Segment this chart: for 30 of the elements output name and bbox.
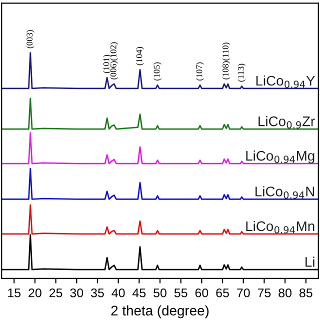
series-label: LiCo$_{0.94}$N bbox=[256, 186, 314, 199]
x-tick-label: 40 bbox=[112, 288, 125, 298]
x-tick-label: 65 bbox=[216, 288, 229, 298]
x-tick-label: 25 bbox=[49, 288, 62, 298]
annotation: (003) bbox=[26, 30, 34, 48]
annotation: (108)(110) bbox=[222, 42, 230, 80]
annotation: (113) bbox=[238, 64, 246, 82]
x-tick-label: 70 bbox=[237, 288, 250, 298]
x-tick-label: 30 bbox=[70, 288, 84, 298]
x-tick-label: 80 bbox=[278, 288, 292, 298]
x-axis-title: 2 theta (degree) bbox=[111, 305, 209, 318]
annotation: (105) bbox=[154, 62, 162, 81]
x-tick-label: 45 bbox=[132, 288, 146, 298]
annotation: (104) bbox=[136, 47, 144, 66]
x-tick-label: 20 bbox=[28, 288, 42, 298]
x-tick-label: 75 bbox=[258, 288, 271, 298]
series-label: LiCo$_{0.94}$Mg bbox=[246, 150, 314, 164]
annotation: (006)(102) bbox=[110, 42, 118, 80]
x-tick-label: 50 bbox=[154, 288, 166, 298]
x-tick-label: 85 bbox=[299, 288, 312, 298]
x-tick-label: 55 bbox=[174, 288, 188, 298]
series-label: LiCo$_{0.94}$Y bbox=[256, 75, 315, 88]
annotation: (101) bbox=[103, 54, 112, 74]
series-label: Li bbox=[306, 256, 314, 267]
x-tick-label: 35 bbox=[91, 288, 104, 298]
x-tick-label: 60 bbox=[195, 288, 208, 298]
series-label: LiCo$_{0.9}$Zr bbox=[258, 116, 315, 129]
annotation: (107) bbox=[196, 62, 204, 81]
series-label: LiCo$_{0.94}$Mn bbox=[246, 220, 314, 234]
x-tick-label: 15 bbox=[8, 288, 21, 298]
